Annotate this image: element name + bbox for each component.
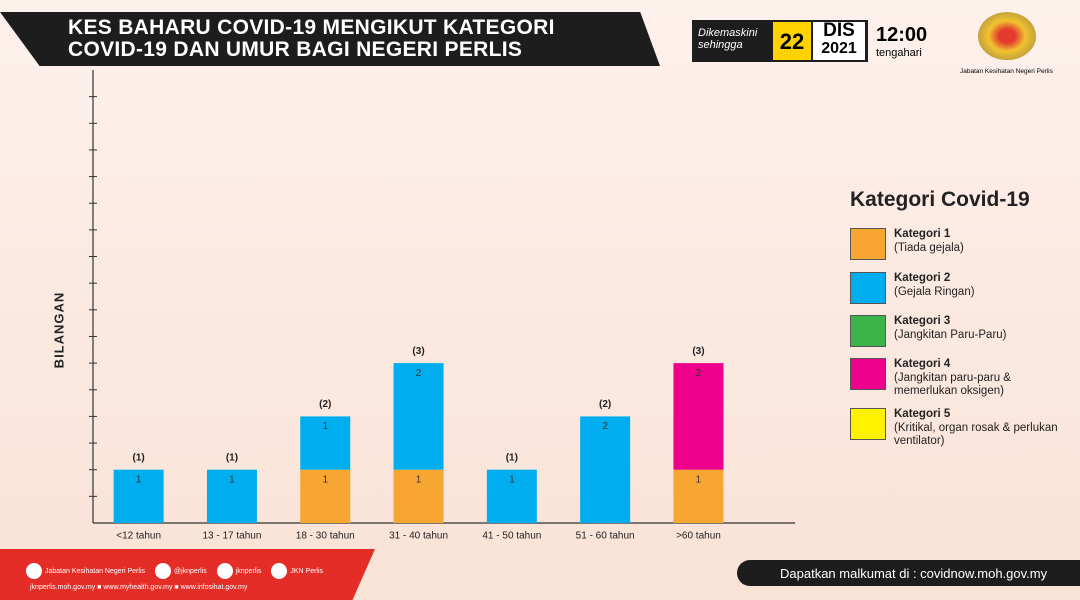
segment-label: 2 xyxy=(602,421,608,432)
segment-label: 1 xyxy=(322,474,328,485)
segment-label: 2 xyxy=(696,368,702,379)
legend-name: Kategori 3 xyxy=(894,315,951,327)
legend-description: (Jangkitan paru-paru & memerlukan oksige… xyxy=(894,372,1011,397)
bar-segment xyxy=(486,469,537,523)
legend-swatch xyxy=(850,358,886,390)
instagram: jknperlis xyxy=(235,567,262,575)
youtube: JKN Perlis xyxy=(290,567,324,575)
segment-label: 1 xyxy=(416,474,422,485)
time: 12:00 tengahari xyxy=(876,24,927,59)
legend-swatch xyxy=(850,272,886,304)
bar-segment xyxy=(300,416,351,470)
time-label: tengahari xyxy=(876,47,922,59)
x-tick-label: 31 - 40 tahun xyxy=(389,531,448,542)
site: www.infosihat.gov.my xyxy=(180,584,248,591)
agency: Jabatan Kesihatan Negeri Perlis xyxy=(960,68,1053,75)
bar-segment xyxy=(393,469,444,523)
legend-name: Kategori 2 xyxy=(894,272,951,284)
bar-segment xyxy=(580,416,631,523)
total-label: (2) xyxy=(319,399,331,410)
text: Dikemaskini xyxy=(698,27,758,39)
legend-description: (Tiada gejala) xyxy=(894,242,964,254)
chart: BILANGAN <12 tahun 1 (1) 13 - 17 tahun 1 (1) 1… xyxy=(51,70,795,542)
segment-label: 1 xyxy=(136,474,142,485)
facebook: Jabatan Kesihatan Negeri Perlis xyxy=(45,567,146,575)
x-tick-label: 51 - 60 tahun xyxy=(576,531,635,542)
segment-label: 1 xyxy=(322,421,328,432)
x-tick-label: <12 tahun xyxy=(116,531,161,542)
footer-banner xyxy=(0,549,375,600)
text: sehingga xyxy=(698,39,743,51)
bar-segment xyxy=(300,469,351,523)
twitter: @jknperlis xyxy=(173,567,207,575)
legend-title: Kategori Covid-19 xyxy=(850,188,1030,211)
bar-segment xyxy=(113,469,164,523)
year: 2021 xyxy=(821,40,857,57)
link: Dapatkan malkumat di : covidnow.moh.gov.… xyxy=(780,566,1048,581)
legend-description: (Gejala Ringan) xyxy=(894,286,975,298)
legend-swatch xyxy=(850,228,886,260)
day: 22 xyxy=(773,22,811,60)
update-label: Dikemaskini sehingga xyxy=(698,27,757,51)
x-tick-label: 41 - 50 tahun xyxy=(482,531,541,542)
legend-swatch xyxy=(850,315,886,347)
bar-segment xyxy=(673,469,724,523)
legend-description: (Kritikal, organ rosak & perlukan ventil… xyxy=(894,422,1058,447)
x-tick-label: 18 - 30 tahun xyxy=(296,531,355,542)
social: Jabatan Kesihatan Negeri Perlis @jknperl… xyxy=(26,563,323,579)
x-tick-label: >60 tahun xyxy=(676,531,721,542)
sites: jknperlis.moh.gov.my ■ www.myhealth.gov.… xyxy=(30,584,248,591)
segment-label: 1 xyxy=(509,474,515,485)
x-tick-label: 13 - 17 tahun xyxy=(202,531,261,542)
crest xyxy=(978,12,1036,60)
total-label: (2) xyxy=(599,399,611,410)
segment-label: 1 xyxy=(696,474,702,485)
title: KES BAHARU COVID-19 MENGIKUT KATEGORI CO… xyxy=(68,17,555,61)
total-label: (1) xyxy=(506,452,518,463)
bar-segment xyxy=(673,363,724,470)
segment-label: 2 xyxy=(416,368,422,379)
site: jknperlis.moh.gov.my xyxy=(30,584,96,591)
total-label: (3) xyxy=(692,346,704,357)
bar-segment xyxy=(393,363,444,470)
segment-label: 1 xyxy=(229,474,235,485)
total-label: (3) xyxy=(412,346,424,357)
month-year: DIS 2021 xyxy=(813,20,865,60)
month: DIS xyxy=(823,20,855,41)
title-line: KES BAHARU COVID-19 MENGIKUT KATEGORI xyxy=(68,16,555,39)
y-axis-label: BILANGAN xyxy=(51,292,66,369)
total-label: (1) xyxy=(226,452,238,463)
title-banner xyxy=(0,12,660,66)
legend-name: Kategori 5 xyxy=(894,408,951,420)
legend-description: (Jangkitan Paru-Paru) xyxy=(894,329,1007,341)
bar-segment xyxy=(206,469,257,523)
time-value: 12:00 xyxy=(876,24,928,46)
total-label: (1) xyxy=(133,452,145,463)
site: www.myhealth.gov.my xyxy=(103,584,173,591)
link-bar xyxy=(737,560,1080,586)
title-line: COVID-19 DAN UMUR BAGI NEGERI PERLIS xyxy=(68,38,523,61)
legend-name: Kategori 1 xyxy=(894,228,951,240)
legend-swatch xyxy=(850,408,886,440)
legend-name: Kategori 4 xyxy=(894,358,951,370)
